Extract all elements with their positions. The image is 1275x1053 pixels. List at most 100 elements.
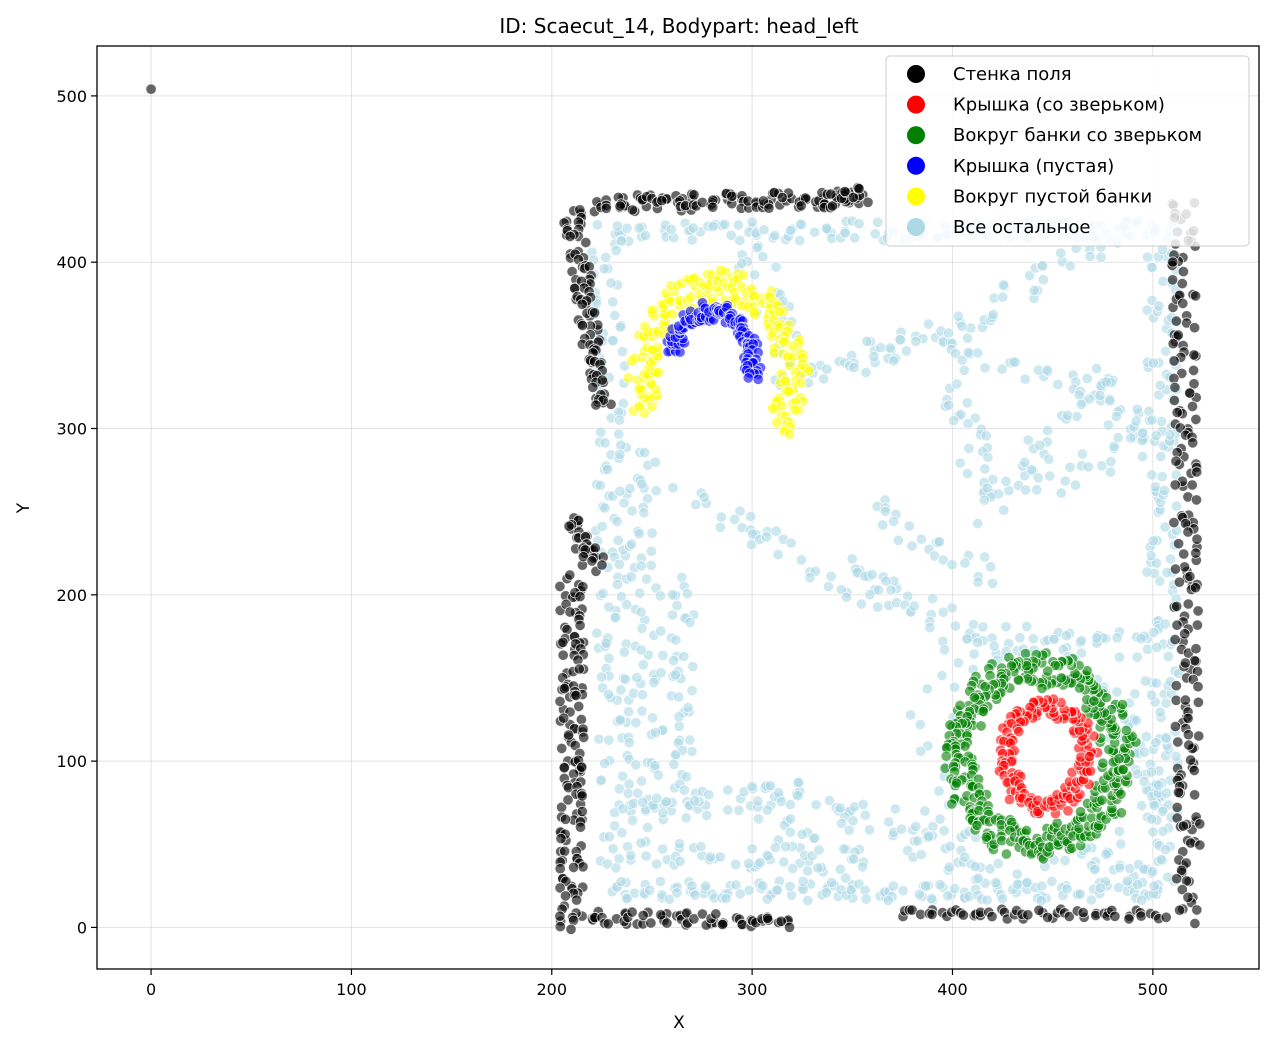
data-point (615, 235, 627, 247)
data-point (1046, 875, 1058, 888)
data-point (657, 649, 669, 662)
data-point (603, 652, 615, 664)
data-point (618, 497, 630, 509)
data-point (1138, 775, 1150, 788)
data-point (1176, 277, 1188, 290)
data-point (934, 879, 946, 891)
data-point (603, 830, 616, 843)
data-point (869, 228, 881, 240)
data-point (564, 569, 576, 581)
data-point (952, 657, 964, 669)
data-point (649, 456, 662, 468)
data-point (856, 861, 869, 873)
data-point (1140, 731, 1153, 743)
data-point (950, 777, 963, 789)
data-point (996, 893, 1009, 905)
data-point (760, 531, 773, 543)
data-point (887, 355, 900, 367)
data-point (652, 366, 665, 379)
data-point (1135, 632, 1147, 645)
data-point (1095, 251, 1107, 263)
data-point (936, 669, 948, 682)
data-point (825, 570, 837, 583)
data-point (1048, 633, 1060, 646)
data-point (1142, 643, 1154, 655)
data-point (578, 731, 590, 744)
data-point (634, 587, 646, 599)
data-point (639, 320, 651, 333)
data-point (1136, 451, 1149, 463)
data-point (1160, 787, 1173, 799)
data-point (730, 858, 742, 870)
data-point (689, 889, 701, 901)
data-point (688, 189, 700, 201)
data-point (710, 908, 722, 920)
data-point (961, 467, 974, 480)
data-point (897, 885, 909, 897)
data-point (1060, 630, 1073, 642)
data-point (769, 229, 781, 242)
data-point (821, 363, 833, 375)
data-point (1191, 466, 1203, 478)
data-point (645, 545, 658, 557)
data-point (1019, 373, 1031, 385)
data-point (704, 851, 717, 863)
data-point (848, 853, 860, 865)
data-point (926, 908, 938, 921)
data-point (614, 200, 626, 212)
data-point (742, 372, 754, 384)
data-point (1059, 475, 1071, 487)
data-point (614, 448, 626, 460)
data-point (1179, 628, 1191, 640)
data-point (895, 823, 908, 835)
data-point (1188, 764, 1200, 777)
legend-box (885, 55, 1250, 247)
data-point (576, 790, 588, 802)
data-point (633, 222, 645, 234)
data-point (635, 606, 647, 618)
data-point (613, 428, 625, 440)
data-point (1165, 553, 1177, 565)
data-point (678, 784, 691, 796)
data-point (1022, 434, 1034, 446)
legend-marker (907, 126, 925, 145)
data-point (573, 700, 585, 713)
data-point (978, 494, 990, 506)
data-point (1074, 888, 1086, 900)
y-tick-label: 0 (77, 918, 87, 937)
data-point (1145, 550, 1157, 562)
data-point (968, 691, 981, 704)
x-tick-label: 200 (537, 980, 568, 999)
data-point (558, 762, 570, 774)
data-point (559, 890, 572, 902)
data-point (1169, 479, 1181, 491)
data-point (567, 861, 580, 874)
data-point (1171, 619, 1183, 631)
data-point (847, 191, 859, 203)
data-point (795, 554, 808, 566)
legend-marker (907, 95, 925, 114)
data-point (615, 590, 628, 603)
data-point (588, 307, 601, 319)
data-point (626, 814, 639, 827)
data-point (822, 580, 835, 593)
y-axis-label: Y (14, 502, 34, 514)
data-point (887, 880, 900, 892)
data-point (1177, 820, 1190, 832)
data-point (636, 705, 648, 717)
data-point (944, 719, 956, 731)
data-point (667, 654, 680, 667)
data-point (1132, 878, 1144, 891)
data-point (1013, 725, 1025, 738)
data-point (1112, 431, 1124, 444)
data-point (1062, 805, 1074, 817)
data-point (972, 576, 984, 588)
y-tick-label: 100 (56, 752, 87, 771)
data-point (1160, 844, 1172, 856)
data-point (949, 882, 961, 895)
data-point (742, 857, 755, 869)
data-point (681, 588, 694, 600)
data-point (1184, 387, 1196, 399)
data-point (684, 734, 696, 746)
data-point (752, 795, 764, 807)
